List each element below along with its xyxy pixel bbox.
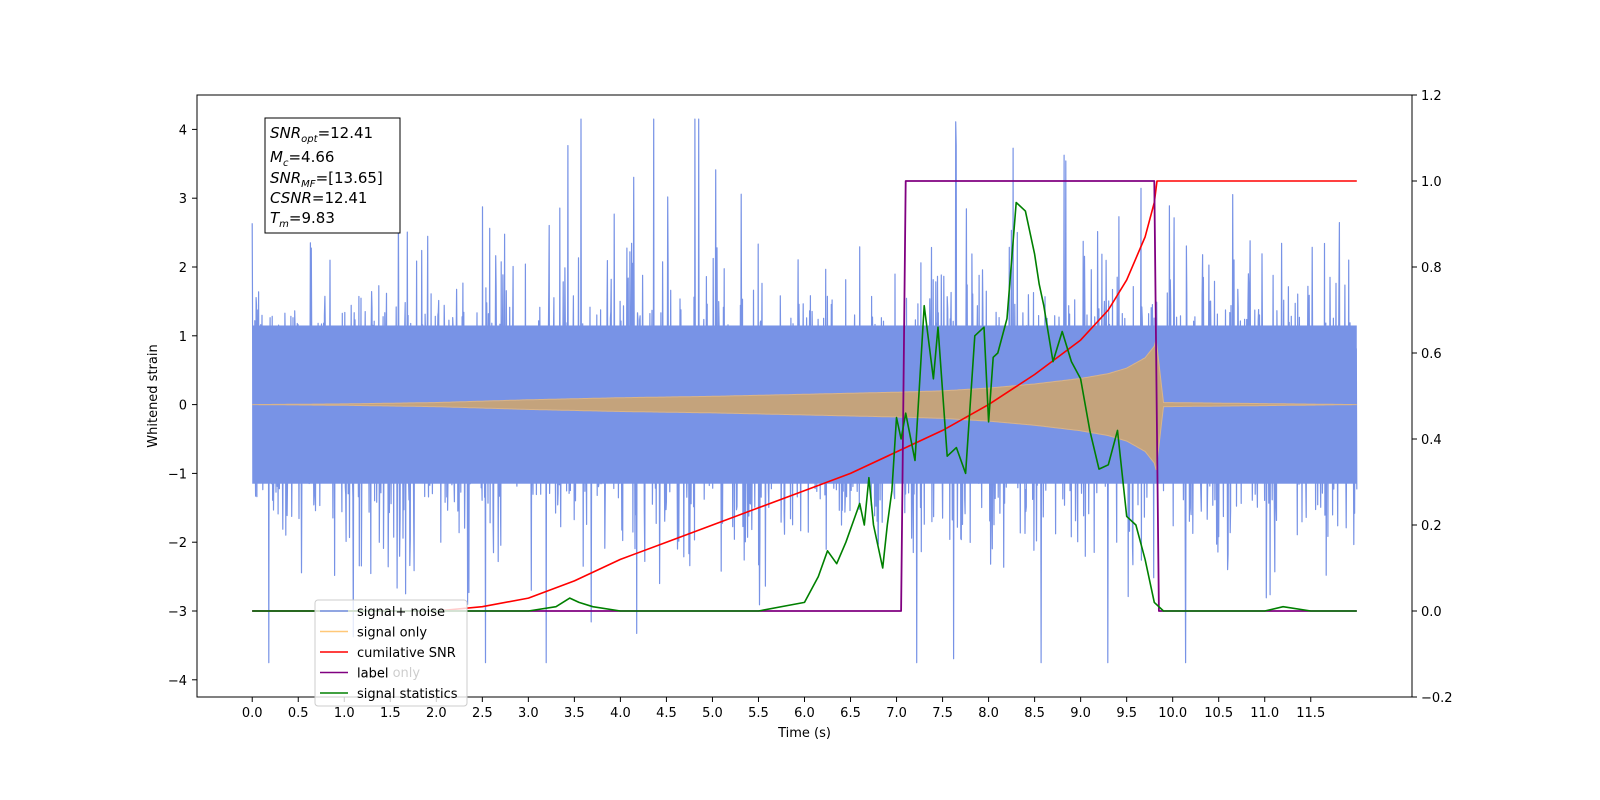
legend-box bbox=[314, 599, 468, 707]
info-snr-opt-base: SNR bbox=[270, 124, 301, 142]
x-tick-label: 2.5 bbox=[472, 706, 493, 721]
x-tick-label: 4.5 bbox=[656, 706, 677, 721]
y-right-tick-label: 1.2 bbox=[1421, 89, 1442, 104]
x-tick-label: 2.0 bbox=[426, 706, 447, 721]
info-tm-sub: m bbox=[279, 219, 289, 230]
x-tick-label: 6.0 bbox=[794, 706, 815, 721]
info-snr-mf-base: SNR bbox=[270, 169, 301, 187]
x-tick-label: 3.0 bbox=[518, 706, 539, 721]
x-tick-label: 9.5 bbox=[1116, 706, 1137, 721]
y-left-tick-label: 0 bbox=[179, 399, 187, 414]
info-csnr-base: CSNR bbox=[270, 189, 312, 207]
y-axis-label: Whitened strain bbox=[146, 344, 161, 447]
x-tick-label: 8.0 bbox=[978, 706, 999, 721]
x-tick-label: 11.0 bbox=[1250, 706, 1279, 721]
series-signal-only bbox=[252, 339, 1357, 471]
info-mc-value: =4.66 bbox=[288, 148, 334, 166]
y-left-tick-label: 1 bbox=[179, 330, 187, 345]
info-snr-opt-value: =12.41 bbox=[318, 124, 374, 142]
info-snr-mf-sub: MF bbox=[301, 179, 316, 190]
y-left-tick-label: −4 bbox=[168, 674, 187, 689]
info-box-border bbox=[264, 117, 401, 234]
y-right-tick-label: 0.0 bbox=[1421, 605, 1442, 620]
y-left-tick-label: −2 bbox=[168, 536, 187, 551]
x-axis-label: Time (s) bbox=[777, 726, 831, 741]
y-right-tick-label: 0.2 bbox=[1421, 519, 1442, 534]
info-snr-mf: SNRMF=[13.65] bbox=[270, 169, 383, 190]
info-snr-mf-value: =[13.65] bbox=[316, 169, 383, 187]
y-left-tick-label: −1 bbox=[168, 467, 187, 482]
left-y-axis: 4 3 2 1 0 −1 −2 −3 −4 bbox=[168, 123, 197, 689]
y-right-tick-label: 0.6 bbox=[1421, 347, 1442, 362]
y-left-tick-label: −3 bbox=[168, 605, 187, 620]
info-csnr-value: =12.41 bbox=[312, 189, 368, 207]
x-axis: 0.0 0.5 1.0 1.5 2.0 2.5 3.0 3.5 4.0 4.5 5.0 5.5 6.0 6… bbox=[242, 697, 1325, 721]
x-tick-label: 5.0 bbox=[702, 706, 723, 721]
info-tm: Tm=9.83 bbox=[270, 209, 335, 230]
x-tick-label: 3.5 bbox=[564, 706, 585, 721]
legend-label: signal statistics bbox=[357, 687, 458, 702]
info-box: SNRopt=12.41 Mc=4.66 SNRMF=[13.65] CSNR=… bbox=[264, 117, 401, 234]
info-mc: Mc=4.66 bbox=[270, 148, 334, 169]
x-tick-label: 0.5 bbox=[288, 706, 309, 721]
info-csnr: CSNR=12.41 bbox=[270, 189, 367, 207]
info-snr-opt: SNRopt=12.41 bbox=[270, 124, 373, 145]
series-signal-statistics bbox=[252, 201, 1357, 612]
y-right-tick-label: −0.2 bbox=[1421, 691, 1453, 706]
info-mc-sub: c bbox=[283, 158, 289, 169]
info-tm-base: T bbox=[270, 209, 281, 227]
x-tick-label: 9.0 bbox=[1070, 706, 1091, 721]
x-tick-label: 0.0 bbox=[242, 706, 263, 721]
legend-label: label bbox=[357, 667, 388, 682]
y-right-tick-label: 1.0 bbox=[1421, 175, 1442, 190]
x-tick-label: 11.5 bbox=[1296, 706, 1325, 721]
y-left-tick-label: 3 bbox=[179, 192, 187, 207]
x-tick-label: 4.0 bbox=[610, 706, 631, 721]
legend-label: signal only bbox=[357, 626, 427, 641]
y-right-tick-label: 0.8 bbox=[1421, 261, 1442, 276]
legend-label: signal+ noise bbox=[357, 605, 445, 620]
info-snr-opt-sub: opt bbox=[301, 134, 318, 145]
x-tick-label: 7.0 bbox=[886, 706, 907, 721]
x-tick-label: 5.5 bbox=[748, 706, 769, 721]
x-tick-label: 1.5 bbox=[380, 706, 401, 721]
legend-label: cumilative SNR bbox=[357, 646, 456, 661]
x-tick-label: 10.0 bbox=[1158, 706, 1187, 721]
y-right-tick-label: 0.4 bbox=[1421, 433, 1442, 448]
x-tick-label: 10.5 bbox=[1204, 706, 1233, 721]
x-tick-label: 8.5 bbox=[1024, 706, 1045, 721]
right-y-axis: 1.2 1.0 0.8 0.6 0.4 0.2 0.0 −0.2 bbox=[1412, 89, 1453, 706]
plot-area bbox=[251, 118, 1358, 664]
info-mc-base: M bbox=[270, 148, 283, 166]
series-cumilative-snr bbox=[252, 180, 1357, 612]
x-tick-label: 6.5 bbox=[840, 706, 861, 721]
y-left-tick-label: 4 bbox=[179, 123, 187, 138]
x-tick-label: 1.0 bbox=[334, 706, 355, 721]
x-tick-label: 7.5 bbox=[932, 706, 953, 721]
y-left-tick-label: 2 bbox=[179, 261, 187, 276]
info-tm-value: =9.83 bbox=[289, 209, 335, 227]
